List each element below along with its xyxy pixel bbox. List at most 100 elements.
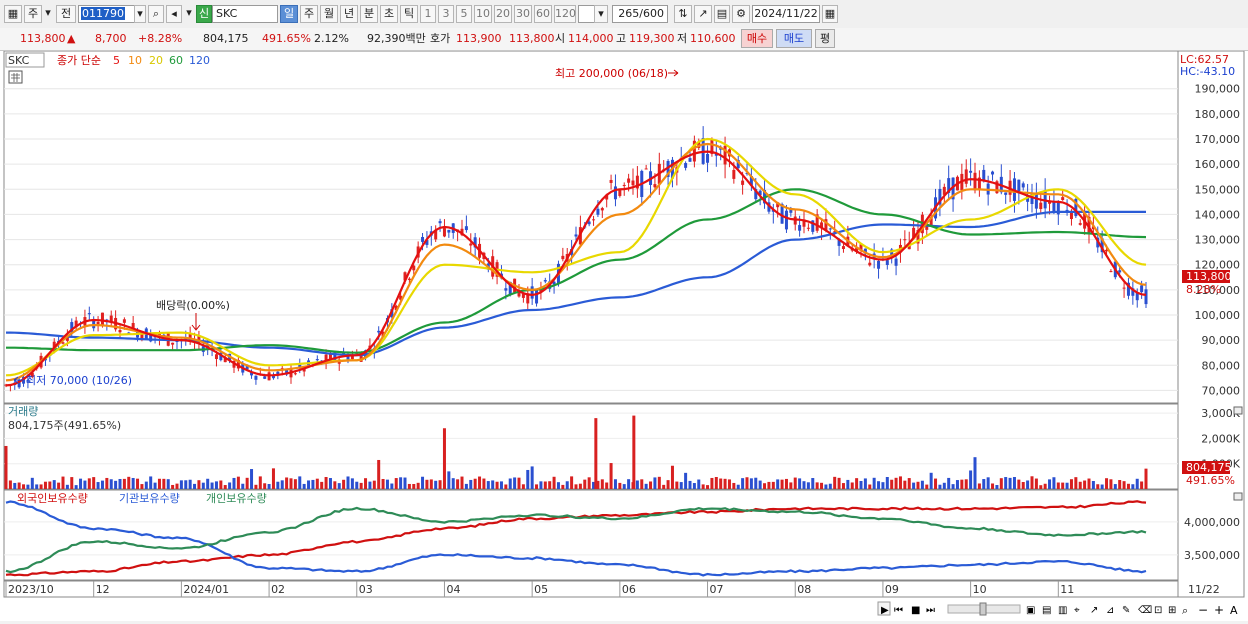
candle-body xyxy=(890,249,894,256)
volume-bar xyxy=(377,459,381,489)
num-button-3[interactable]: 3 xyxy=(438,5,454,23)
volume-bar xyxy=(675,481,679,489)
zoom-icon[interactable]: ⌕ xyxy=(1182,604,1188,617)
candle-body xyxy=(942,186,946,195)
sound-dropdown-icon[interactable]: ▾ xyxy=(186,6,192,19)
calendar-icon[interactable]: ▦ xyxy=(822,5,838,23)
eraser-icon[interactable]: ⌫ xyxy=(1138,605,1152,616)
candle-body xyxy=(644,168,648,170)
gear-icon[interactable]: ⚙ xyxy=(732,5,750,23)
volume-bar xyxy=(846,479,850,489)
num-button-10[interactable]: 10 xyxy=(474,5,492,23)
candle-body xyxy=(635,175,639,189)
volume-bar xyxy=(193,483,197,489)
volume-bar xyxy=(1087,478,1091,489)
date-field[interactable]: 2024/11/22 xyxy=(752,5,820,23)
candle-body xyxy=(298,364,302,369)
zoom-in-icon[interactable]: + xyxy=(1214,603,1224,617)
num-button-20[interactable]: 20 xyxy=(494,5,512,23)
ruler-icon[interactable]: ⊿ xyxy=(1106,605,1114,616)
volume-bar xyxy=(311,479,315,489)
zoom-slider-handle[interactable] xyxy=(979,602,987,616)
num-button-5[interactable]: 5 xyxy=(456,5,472,23)
sound-icon[interactable]: ◂ xyxy=(166,5,182,23)
num-button-1[interactable]: 1 xyxy=(420,5,436,23)
sell-button[interactable]: 매도 xyxy=(776,29,812,48)
volume-bar xyxy=(315,478,319,489)
indicator-icon[interactable]: ⇅ xyxy=(674,5,692,23)
ma-line-60 xyxy=(6,188,1147,354)
tab-year[interactable]: 년 xyxy=(340,5,358,23)
interval-dropdown-icon[interactable]: ▾ xyxy=(594,5,608,23)
font-size-icon[interactable]: A xyxy=(1230,604,1238,617)
ma5-label: 5 xyxy=(113,54,120,67)
code-dropdown-icon[interactable]: ▾ xyxy=(134,5,146,23)
num-button-120[interactable]: 120 xyxy=(554,5,576,23)
fast-forward-icon[interactable]: ⏭ xyxy=(926,605,935,616)
volume-bar xyxy=(609,463,613,489)
tab-day[interactable]: 일 xyxy=(280,5,298,23)
tab-minute[interactable]: 분 xyxy=(360,5,378,23)
volume-bar xyxy=(434,480,438,489)
volume-bar xyxy=(578,483,582,489)
volume-bar xyxy=(535,484,539,489)
buy-button[interactable]: 매수 xyxy=(741,29,773,48)
count-field[interactable]: 265/600 xyxy=(612,5,668,23)
layout-icon[interactable]: ▦ xyxy=(4,5,22,23)
num-button-60[interactable]: 60 xyxy=(534,5,552,23)
candle-body xyxy=(736,160,740,169)
code-input[interactable]: 011790 xyxy=(78,5,136,23)
trend-icon[interactable]: ↗ xyxy=(1090,605,1098,616)
period-main-button[interactable]: 주 xyxy=(24,5,42,23)
volume-bar xyxy=(938,484,942,489)
candle-body xyxy=(947,178,951,193)
x-tick-label: 2024/01 xyxy=(183,583,229,596)
candle-body xyxy=(149,332,153,342)
high-arrow-icon xyxy=(668,69,679,77)
volume-bar xyxy=(469,479,473,489)
volume-bar xyxy=(412,483,416,489)
stop-icon[interactable]: ■ xyxy=(911,605,920,616)
zoom-out-icon[interactable]: − xyxy=(1198,603,1208,617)
save-icon[interactable]: ▤ xyxy=(714,5,730,23)
rewind-icon[interactable]: ⏮ xyxy=(894,605,903,616)
lock-icon[interactable]: ⊡ xyxy=(1154,605,1162,616)
tab-second[interactable]: 초 xyxy=(380,5,398,23)
x-axis-frame xyxy=(3,580,1179,598)
candle-body xyxy=(407,278,411,280)
eval-button[interactable]: 평 xyxy=(815,29,835,48)
volume-bar xyxy=(83,480,87,489)
scroll-right-button[interactable] xyxy=(877,601,891,616)
volume-bar xyxy=(8,480,12,489)
dropdown-arrow-icon[interactable]: ▾ xyxy=(45,6,51,19)
tab-month[interactable]: 월 xyxy=(320,5,338,23)
data-table-icon[interactable] xyxy=(8,70,23,84)
draw-tool-icon[interactable]: ↗ xyxy=(694,5,712,23)
volume-bar xyxy=(250,469,254,489)
low-annotation: 최저 70,000 (10/26) xyxy=(26,374,132,387)
search-icon[interactable]: ⌕ xyxy=(148,5,164,23)
candle-body xyxy=(442,228,446,237)
num-button-30[interactable]: 30 xyxy=(514,5,532,23)
tab-week[interactable]: 주 xyxy=(300,5,318,23)
volume-bar xyxy=(627,479,631,489)
x-tick-label: 08 xyxy=(797,583,811,596)
volume-bar xyxy=(307,480,311,489)
view-icon-1[interactable]: ▣ xyxy=(1026,605,1035,616)
candle-body xyxy=(359,354,363,362)
tab-tick[interactable]: 틱 xyxy=(400,5,418,23)
prev-button[interactable]: 전 xyxy=(56,5,76,23)
volume-bar xyxy=(92,477,96,489)
fit-icon[interactable]: ⊞ xyxy=(1168,605,1176,616)
pen-icon[interactable]: ✎ xyxy=(1122,605,1130,616)
view-icon-2[interactable]: ▤ xyxy=(1042,605,1051,616)
x-tick-label: 12 xyxy=(96,583,110,596)
volume-panel-close-icon[interactable] xyxy=(1233,406,1243,415)
candle-body xyxy=(912,227,916,239)
volume-bar xyxy=(122,478,126,489)
holding-panel-close-icon[interactable] xyxy=(1233,492,1243,501)
crosshair-icon[interactable]: ⌖ xyxy=(1074,605,1080,616)
view-icon-3[interactable]: ▥ xyxy=(1058,605,1067,616)
candle-body xyxy=(609,179,613,183)
volume-bar xyxy=(1069,479,1073,489)
